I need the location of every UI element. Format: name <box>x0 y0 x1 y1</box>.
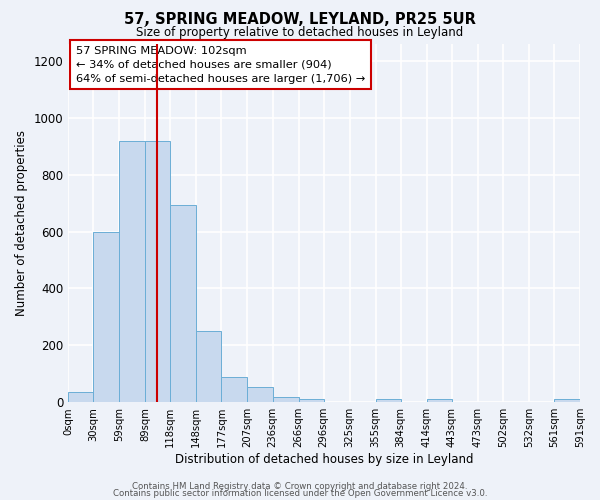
Text: Contains public sector information licensed under the Open Government Licence v3: Contains public sector information licen… <box>113 490 487 498</box>
Bar <box>272 396 299 402</box>
Bar <box>170 204 196 402</box>
Bar <box>221 376 247 402</box>
Bar <box>376 400 401 402</box>
X-axis label: Distribution of detached houses by size in Leyland: Distribution of detached houses by size … <box>175 453 473 466</box>
Bar <box>145 140 170 402</box>
Bar <box>427 400 452 402</box>
Bar <box>68 392 93 402</box>
Text: 57, SPRING MEADOW, LEYLAND, PR25 5UR: 57, SPRING MEADOW, LEYLAND, PR25 5UR <box>124 12 476 28</box>
Text: Size of property relative to detached houses in Leyland: Size of property relative to detached ho… <box>136 26 464 39</box>
Text: 57 SPRING MEADOW: 102sqm
← 34% of detached houses are smaller (904)
64% of semi-: 57 SPRING MEADOW: 102sqm ← 34% of detach… <box>76 46 365 84</box>
Bar <box>299 400 323 402</box>
Text: Contains HM Land Registry data © Crown copyright and database right 2024.: Contains HM Land Registry data © Crown c… <box>132 482 468 491</box>
Bar <box>247 386 272 402</box>
Y-axis label: Number of detached properties: Number of detached properties <box>15 130 28 316</box>
Bar <box>93 232 119 402</box>
Bar <box>554 400 580 402</box>
Bar <box>119 140 145 402</box>
Bar <box>196 331 221 402</box>
